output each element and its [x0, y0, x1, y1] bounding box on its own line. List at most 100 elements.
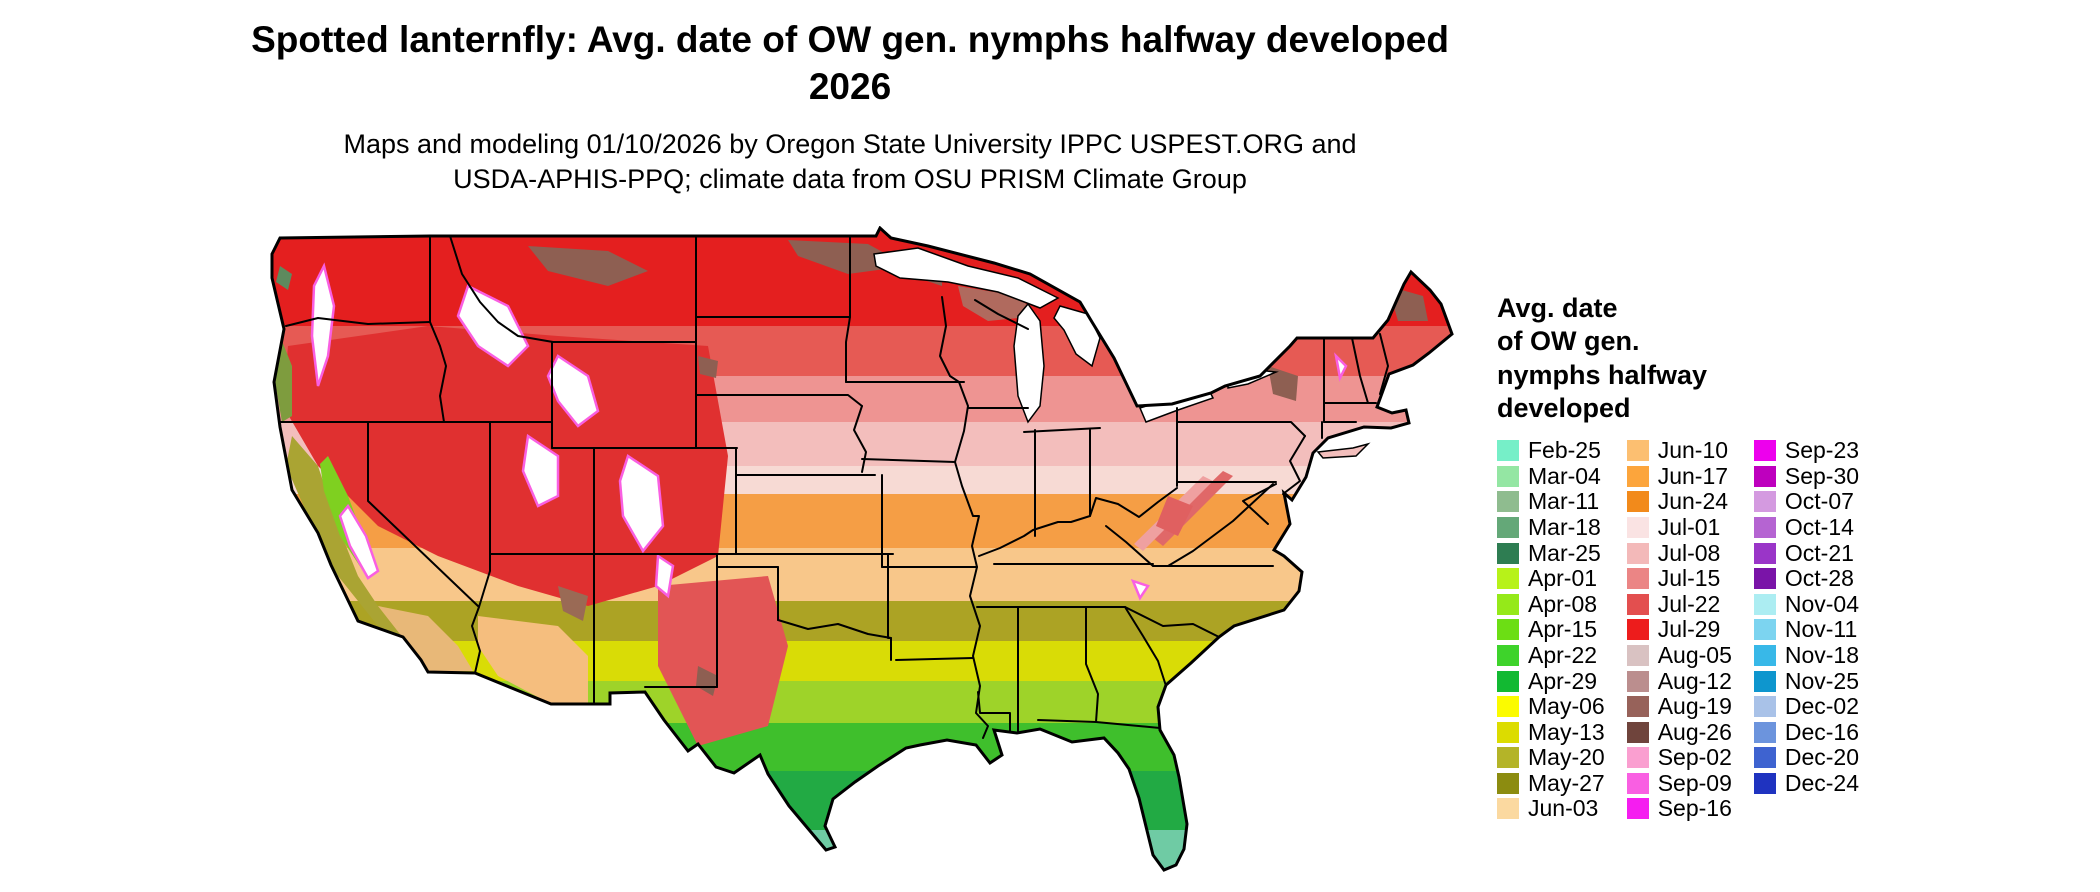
legend-swatch: [1626, 440, 1649, 462]
legend-label: Nov-18: [1784, 641, 1860, 668]
legend-item: Apr-08: [1497, 591, 1605, 617]
legend-label: Dec-24: [1784, 769, 1860, 796]
legend-label: Oct-21: [1784, 539, 1854, 566]
legend-swatch: [1753, 670, 1776, 692]
legend-swatch: [1753, 696, 1776, 718]
legend-label: Jun-03: [1528, 795, 1599, 822]
legend-item: Oct-14: [1753, 513, 1859, 541]
legend-label: Aug-12: [1657, 667, 1732, 694]
legend-swatch: [1753, 516, 1776, 538]
legend-swatch: [1497, 644, 1519, 666]
us-map-container: [228, 226, 1464, 882]
legend-item: Mar-25: [1497, 540, 1605, 566]
legend-label: Apr-15: [1528, 616, 1598, 643]
legend-item: Oct-07: [1753, 488, 1859, 515]
legend-column-2: Jun-10 Jun-17 Jun-24 Jul-01 Jul-08 Jul-15 Jul-…: [1626, 437, 1732, 822]
legend-item: May-06: [1497, 693, 1605, 720]
legend-label: Oct-14: [1784, 513, 1854, 540]
legend-item: Nov-11: [1753, 616, 1859, 643]
lake-michigan: [1013, 302, 1045, 424]
header: Spotted lanternfly: Avg. date of OW gen.…: [140, 16, 1560, 197]
legend-label: Jun-10: [1657, 437, 1729, 464]
legend-item: Aug-19: [1626, 693, 1732, 720]
legend-item: Mar-18: [1497, 513, 1605, 541]
legend-item: Dec-16: [1753, 718, 1860, 745]
legend-label: Oct-07: [1784, 488, 1854, 515]
legend-swatch: [1626, 798, 1649, 820]
legend: Avg. date of OW gen. nymphs halfway deve…: [1497, 292, 1937, 822]
legend-label: Jul-01: [1657, 513, 1721, 540]
legend-item: Sep-09: [1626, 769, 1732, 797]
legend-swatch: [1497, 670, 1519, 692]
legend-swatch: [1753, 721, 1776, 743]
legend-swatch: [1626, 670, 1649, 692]
legend-swatch: [1626, 516, 1649, 538]
map-title-line1: Spotted lanternfly: Avg. date of OW gen.…: [251, 19, 1449, 60]
us-map: [270, 226, 1454, 872]
legend-label: Aug-19: [1657, 693, 1732, 720]
legend-item: Jul-22: [1626, 590, 1732, 617]
legend-label: Apr-01: [1528, 565, 1598, 592]
legend-label: Jul-29: [1657, 616, 1721, 643]
legend-item: Nov-04: [1753, 590, 1860, 617]
legend-item: Oct-21: [1753, 539, 1859, 566]
legend-swatch: [1626, 465, 1649, 487]
legend-item: Oct-28: [1753, 565, 1859, 592]
legend-label: Aug-26: [1657, 718, 1732, 745]
legend-label: Mar-11: [1528, 488, 1600, 515]
legend-label: Dec-16: [1784, 718, 1860, 745]
legend-label: Sep-09: [1657, 769, 1732, 796]
legend-label: Nov-25: [1784, 667, 1860, 694]
legend-item: Mar-04: [1497, 463, 1605, 489]
legend-item: Dec-20: [1753, 744, 1860, 771]
legend-label: Jul-22: [1657, 590, 1721, 617]
legend-swatch: [1497, 542, 1519, 564]
legend-label: Mar-18: [1528, 513, 1601, 540]
legend-item: Jul-29: [1626, 616, 1732, 643]
legend-label: May-13: [1528, 718, 1605, 745]
legend-item: Jun-10: [1626, 437, 1732, 464]
legend-item: Apr-29: [1497, 668, 1605, 694]
legend-label: Oct-28: [1784, 565, 1854, 592]
legend-label: Jun-17: [1657, 462, 1729, 489]
legend-label: Sep-23: [1784, 437, 1860, 464]
legend-label: Jun-24: [1657, 488, 1729, 515]
great-lakes: [873, 247, 1279, 424]
legend-swatch: [1626, 721, 1649, 743]
legend-item: May-20: [1497, 744, 1605, 771]
legend-swatch: [1753, 747, 1776, 769]
legend-swatch: [1753, 644, 1776, 666]
legend-swatch: [1497, 491, 1519, 513]
legend-swatch: [1626, 568, 1649, 590]
legend-swatch: [1626, 593, 1649, 615]
legend-item: Dec-24: [1753, 769, 1860, 797]
legend-label: Apr-29: [1528, 667, 1598, 694]
legend-swatch: [1497, 772, 1519, 794]
legend-label: Feb-25: [1528, 437, 1601, 464]
legend-label: Sep-16: [1657, 795, 1732, 822]
map-title-line2: 2026: [808, 66, 892, 108]
legend-item: May-13: [1497, 719, 1605, 745]
legend-item: Aug-05: [1626, 641, 1732, 669]
legend-column-3: Sep-23 Sep-30 Oct-07 Oct-14 Oct-21 Oct-28 Nov-…: [1753, 437, 1860, 797]
legend-item: May-27: [1497, 770, 1605, 797]
legend-swatch: [1753, 465, 1776, 487]
legend-label: Jul-15: [1657, 565, 1721, 592]
legend-label: Sep-30: [1784, 462, 1860, 489]
legend-swatch: [1497, 593, 1519, 615]
legend-swatch: [1626, 619, 1649, 641]
legend-item: Apr-01: [1497, 565, 1605, 592]
legend-item: Jul-08: [1626, 540, 1732, 566]
legend-title: Avg. date of OW gen. nymphs halfway deve…: [1497, 293, 1708, 424]
legend-label: Nov-04: [1784, 590, 1860, 617]
legend-swatch: [1753, 568, 1776, 590]
map-subtitle: Maps and modeling 01/10/2026 by Oregon S…: [343, 128, 1357, 194]
interior-west-red-region: [283, 326, 788, 746]
legend-swatch: [1497, 516, 1519, 538]
legend-item: Sep-30: [1753, 462, 1860, 489]
legend-label: Aug-05: [1657, 641, 1732, 668]
legend-label: Dec-20: [1784, 744, 1860, 771]
legend-label: Mar-04: [1528, 462, 1601, 489]
legend-swatch: [1753, 772, 1776, 794]
mountain-patches: [310, 262, 1348, 601]
